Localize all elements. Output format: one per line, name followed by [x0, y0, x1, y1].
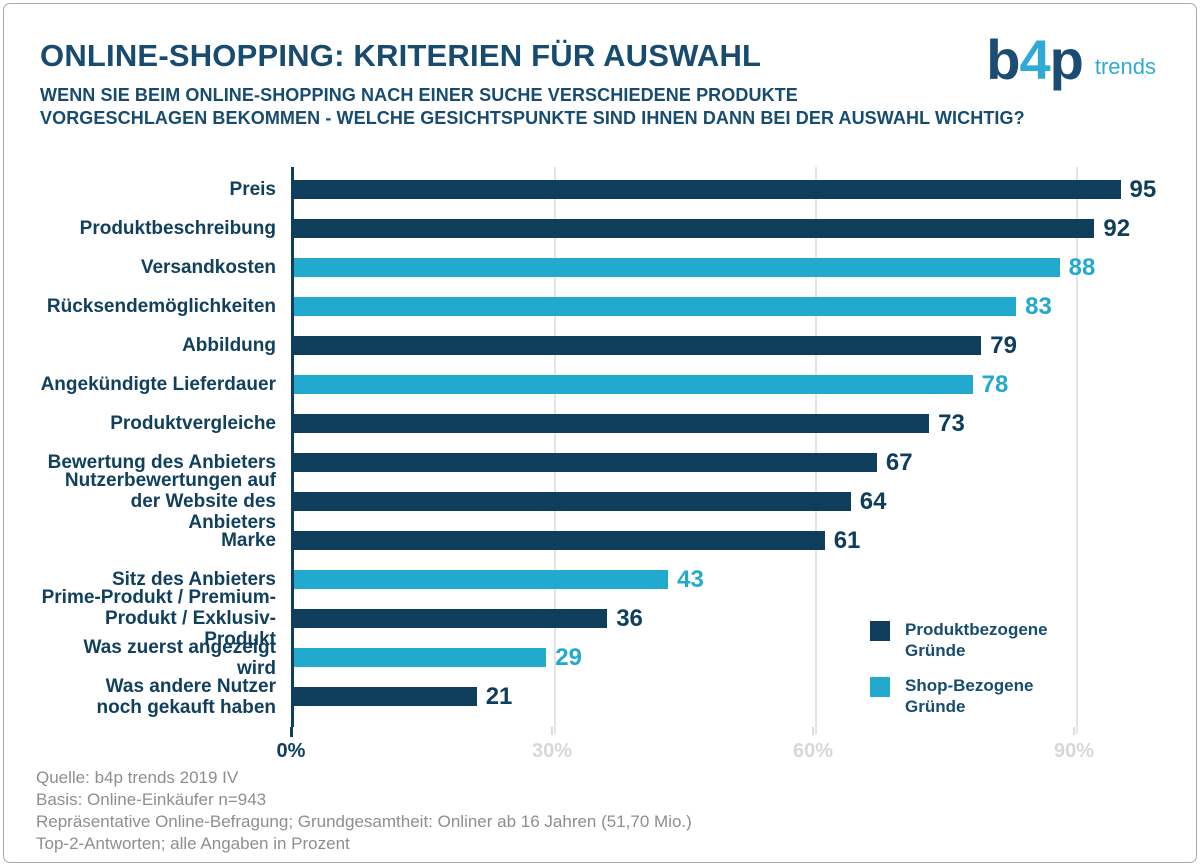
category-label: Marke [221, 530, 276, 551]
chart-row: 36 [294, 599, 1170, 638]
footer-line: Quelle: b4p trends 2019 IV [36, 768, 239, 787]
tick-mark [551, 727, 553, 735]
value-label: 43 [677, 565, 704, 593]
infographic-card: ONLINE-SHOPPING: KRITERIEN FÜR AUSWAHL W… [3, 3, 1197, 863]
value-label: 88 [1068, 253, 1096, 281]
header: ONLINE-SHOPPING: KRITERIEN FÜR AUSWAHL W… [40, 38, 1025, 130]
category-label: Abbildung [182, 335, 276, 356]
bar [294, 531, 825, 550]
logo-trends-label: trends [1094, 54, 1156, 79]
legend-label: Produktbezogene Gründe [905, 620, 1048, 660]
chart-row: 43 [294, 560, 1170, 599]
value-label: 92 [1103, 214, 1131, 242]
category-label: Rücksendemöglichkeiten [46, 296, 276, 317]
gridline [1076, 167, 1078, 734]
chart-row: 79 [294, 326, 1170, 365]
tick-label: 0% [276, 740, 306, 762]
category-label: Versandkosten [140, 257, 276, 278]
bar [294, 609, 608, 628]
subtitle-line-2: VORGESCHLAGEN BEKOMMEN - WELCHE GESICHTS… [40, 108, 1025, 128]
b4p-trends-logo: b4p trends [986, 32, 1156, 88]
gridline [815, 167, 817, 734]
footer-line: Basis: Online-Einkäufer n=943 [36, 790, 267, 809]
bar [294, 258, 1060, 277]
legend: Produktbezogene Gründe Shop-Bezogene Grün… [870, 619, 1150, 731]
bar [294, 336, 982, 355]
category-label: Preis [229, 179, 276, 200]
logo-wordmark: b4p [986, 28, 1084, 91]
bar [294, 687, 477, 706]
category-label: Nutzerbewertungen auf der Website des An… [64, 470, 276, 533]
source-notes: Quelle: b4p trends 2019 IV Basis: Online-… [36, 767, 692, 855]
value-label: 73 [938, 409, 965, 437]
category-labels-column: Preis Produktbeschreibung Versandkosten Rüc… [40, 170, 276, 718]
chart-row: 29 [294, 638, 1170, 677]
tick-label: 60% [792, 740, 834, 762]
chart-row: 73 [294, 404, 1170, 443]
category-label: Was zuerst angezeigt wird [83, 636, 276, 679]
value-label: 78 [981, 370, 1009, 398]
chart-row: 95 [294, 170, 1170, 209]
chart-row: 78 [294, 365, 1170, 404]
tick-mark [290, 727, 293, 737]
value-label: 83 [1025, 292, 1052, 320]
bar-chart: Preis Produktbeschreibung Versandkosten Rüc… [40, 167, 1170, 772]
tick-mark [812, 727, 814, 735]
value-label: 95 [1129, 175, 1157, 203]
value-label: 21 [485, 682, 513, 710]
legend-swatch [870, 621, 890, 641]
chart-row: 61 [294, 521, 1170, 560]
tick-label: 90% [1053, 740, 1095, 762]
legend-item: Produktbezogene Gründe [870, 619, 1150, 661]
footer-line: Repräsentative Online-Befragung; Grundge… [36, 812, 692, 831]
chart-row: 64 [294, 482, 1170, 521]
bar [294, 648, 547, 667]
value-label: 61 [833, 526, 861, 554]
tick-label: 30% [531, 740, 573, 762]
footer-line: Top-2-Antworten; alle Angaben in Prozent [36, 834, 350, 853]
category-label: Prime-Produkt / Premium- Produkt / Exklu… [41, 587, 276, 650]
x-axis: 0% 30% 60% 90% [277, 727, 1167, 772]
page-title: ONLINE-SHOPPING: KRITERIEN FÜR AUSWAHL [40, 38, 762, 73]
category-label: Was andere Nutzer noch gekauft haben [96, 675, 276, 718]
bar [294, 297, 1017, 316]
tick-mark [1073, 727, 1075, 735]
bar [294, 219, 1095, 238]
bar [294, 492, 851, 511]
chart-row: 92 [294, 209, 1170, 248]
value-label: 67 [885, 448, 913, 476]
chart-row: 88 [294, 248, 1170, 287]
value-label: 29 [555, 643, 582, 671]
category-label: Angekündigte Lieferdauer [40, 374, 276, 395]
category-label: Produktbeschreibung [79, 218, 276, 239]
value-label: 36 [616, 604, 643, 632]
bar [294, 375, 973, 394]
category-label: Produktvergleiche [110, 413, 276, 434]
value-label: 79 [990, 331, 1017, 359]
chart-row: 21 [294, 677, 1170, 716]
category-label: Sitz des Anbieters [111, 569, 276, 590]
bar [294, 453, 877, 472]
gridline [554, 167, 556, 734]
plot-area: 95 92 88 83 79 78 73 67 64 61 43 36 29 21 Produktbezo… [291, 167, 1170, 734]
bar-rows: 95 92 88 83 79 78 73 67 64 61 43 36 29 21 [294, 170, 1170, 716]
legend-item: Shop-Bezogene Gründe [870, 675, 1150, 717]
bar [294, 414, 930, 433]
value-label: 64 [859, 487, 887, 515]
bar [294, 180, 1121, 199]
bar [294, 570, 669, 589]
chart-row: 67 [294, 443, 1170, 482]
chart-row: 83 [294, 287, 1170, 326]
legend-swatch [870, 677, 890, 697]
legend-label: Shop-Bezogene Gründe [905, 676, 1034, 716]
category-label: Bewertung des Anbieters [47, 452, 276, 473]
subtitle-line-1: WENN SIE BEIM ONLINE-SHOPPING NACH EINER… [40, 85, 798, 105]
subtitle: WENN SIE BEIM ONLINE-SHOPPING NACH EINER… [40, 84, 1025, 130]
